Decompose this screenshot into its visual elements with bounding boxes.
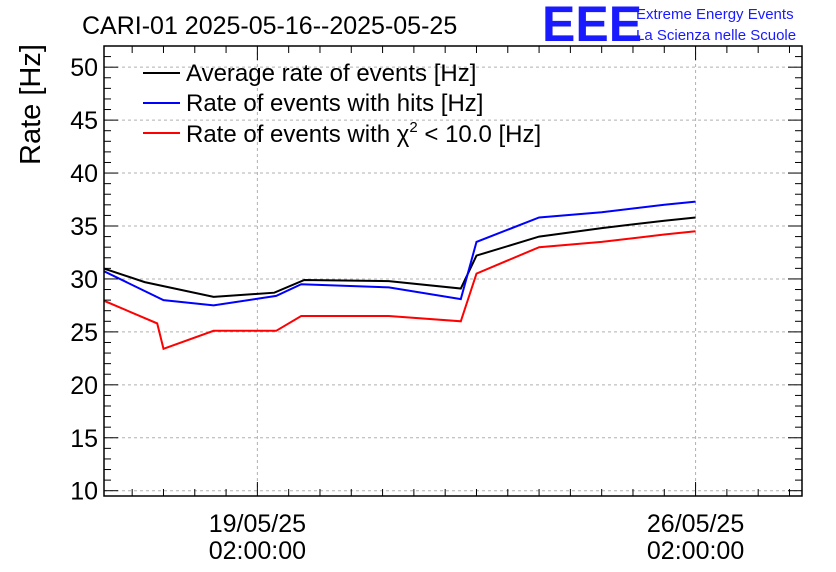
series-line-2 (104, 230, 696, 351)
series-line-0 (104, 216, 696, 298)
y-tick-label: 40 (70, 160, 98, 188)
grid (104, 46, 802, 496)
y-tick-label: 50 (70, 54, 98, 82)
legend-chi2-symbol: χ (397, 121, 410, 148)
legend-chi2-sup: 2 (409, 119, 417, 136)
legend-chi2-prefix: Rate of events with (186, 121, 397, 148)
y-tick-label: 10 (70, 478, 98, 506)
y-tick-label: 20 (70, 372, 98, 400)
series-layer (104, 200, 696, 351)
series-line-1 (104, 200, 696, 307)
x-tick-label-date: 19/05/25 (209, 510, 306, 538)
x-tick-label-time: 02:00:00 (209, 537, 306, 565)
plot-frame (103, 45, 803, 497)
legend-label-hits: Rate of events with hits [Hz] (186, 90, 483, 117)
y-axis-label: Rate [Hz] (15, 44, 47, 165)
y-tick-label: 15 (70, 425, 98, 453)
eee-logo: EEE Extreme Energy Events La Scienza nel… (542, 0, 796, 52)
y-tick-label: 35 (70, 213, 98, 241)
legend-label-chi2: Rate of events with χ2 < 10.0 [Hz] (186, 119, 541, 148)
y-tick-label: 45 (70, 107, 98, 135)
x-tick-label-time: 02:00:00 (647, 537, 744, 565)
chart-title: CARI-01 2025-05-16--2025-05-25 (82, 12, 457, 40)
y-tick-labels: 10 15 20 25 30 35 40 45 50 (70, 54, 98, 506)
logo-letters: EEE (542, 0, 642, 52)
logo-line-2: La Scienza nelle Scuole (636, 27, 796, 44)
axes (103, 45, 803, 497)
legend-label-average: Average rate of events [Hz] (186, 60, 476, 87)
legend-chi2-suffix: < 10.0 [Hz] (418, 121, 541, 148)
y-tick-label: 25 (70, 319, 98, 347)
logo-line-1: Extreme Energy Events (636, 6, 794, 23)
legend: Average rate of events [Hz] Rate of even… (143, 60, 541, 148)
y-tick-label: 30 (70, 266, 98, 294)
x-tick-label-date: 26/05/25 (647, 510, 744, 538)
